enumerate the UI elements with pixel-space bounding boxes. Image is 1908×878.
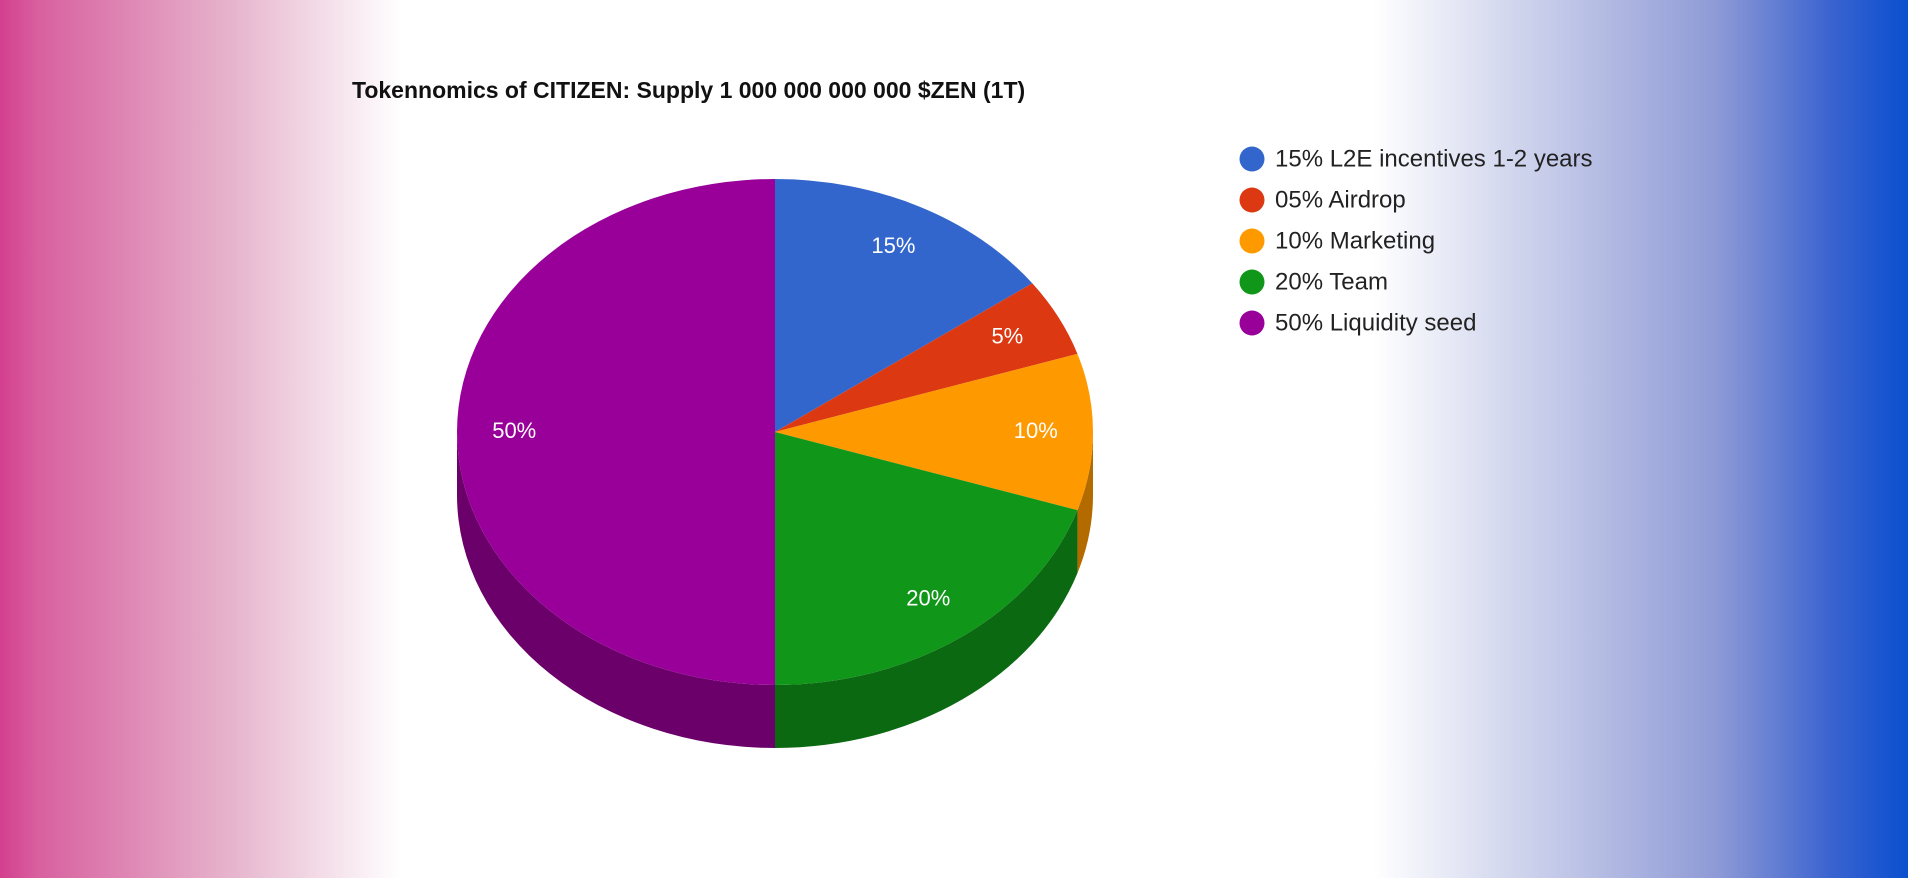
legend-marker	[1239, 146, 1265, 172]
slice	[775, 432, 1078, 685]
slice-side	[457, 432, 775, 748]
legend-label: 20% Team	[1275, 268, 1388, 295]
slice-side	[1077, 432, 1093, 574]
legend-label: 10% Marketing	[1275, 227, 1435, 254]
slice-label: 20%	[906, 586, 950, 611]
legend-label: 15% L2E incentives 1-2 years	[1275, 145, 1593, 172]
slice-label: 5%	[991, 324, 1023, 349]
legend-marker	[1239, 187, 1265, 213]
legend-label: 50% Liquidity seed	[1275, 309, 1476, 336]
legend-marker	[1239, 310, 1265, 336]
legend-label: 05% Airdrop	[1275, 186, 1406, 213]
slice-side	[775, 510, 1078, 748]
slice	[775, 353, 1094, 511]
legend-marker	[1239, 269, 1265, 295]
legend-marker	[1239, 228, 1265, 254]
slice-label: 15%	[871, 233, 915, 258]
chart-title: Tokennomics of CITIZEN: Supply 1 000 000…	[352, 77, 1025, 103]
slice	[775, 179, 1033, 432]
slice-label: 50%	[492, 418, 536, 443]
slice	[775, 283, 1078, 432]
slice-label: 10%	[1014, 418, 1058, 443]
slice	[457, 179, 775, 685]
